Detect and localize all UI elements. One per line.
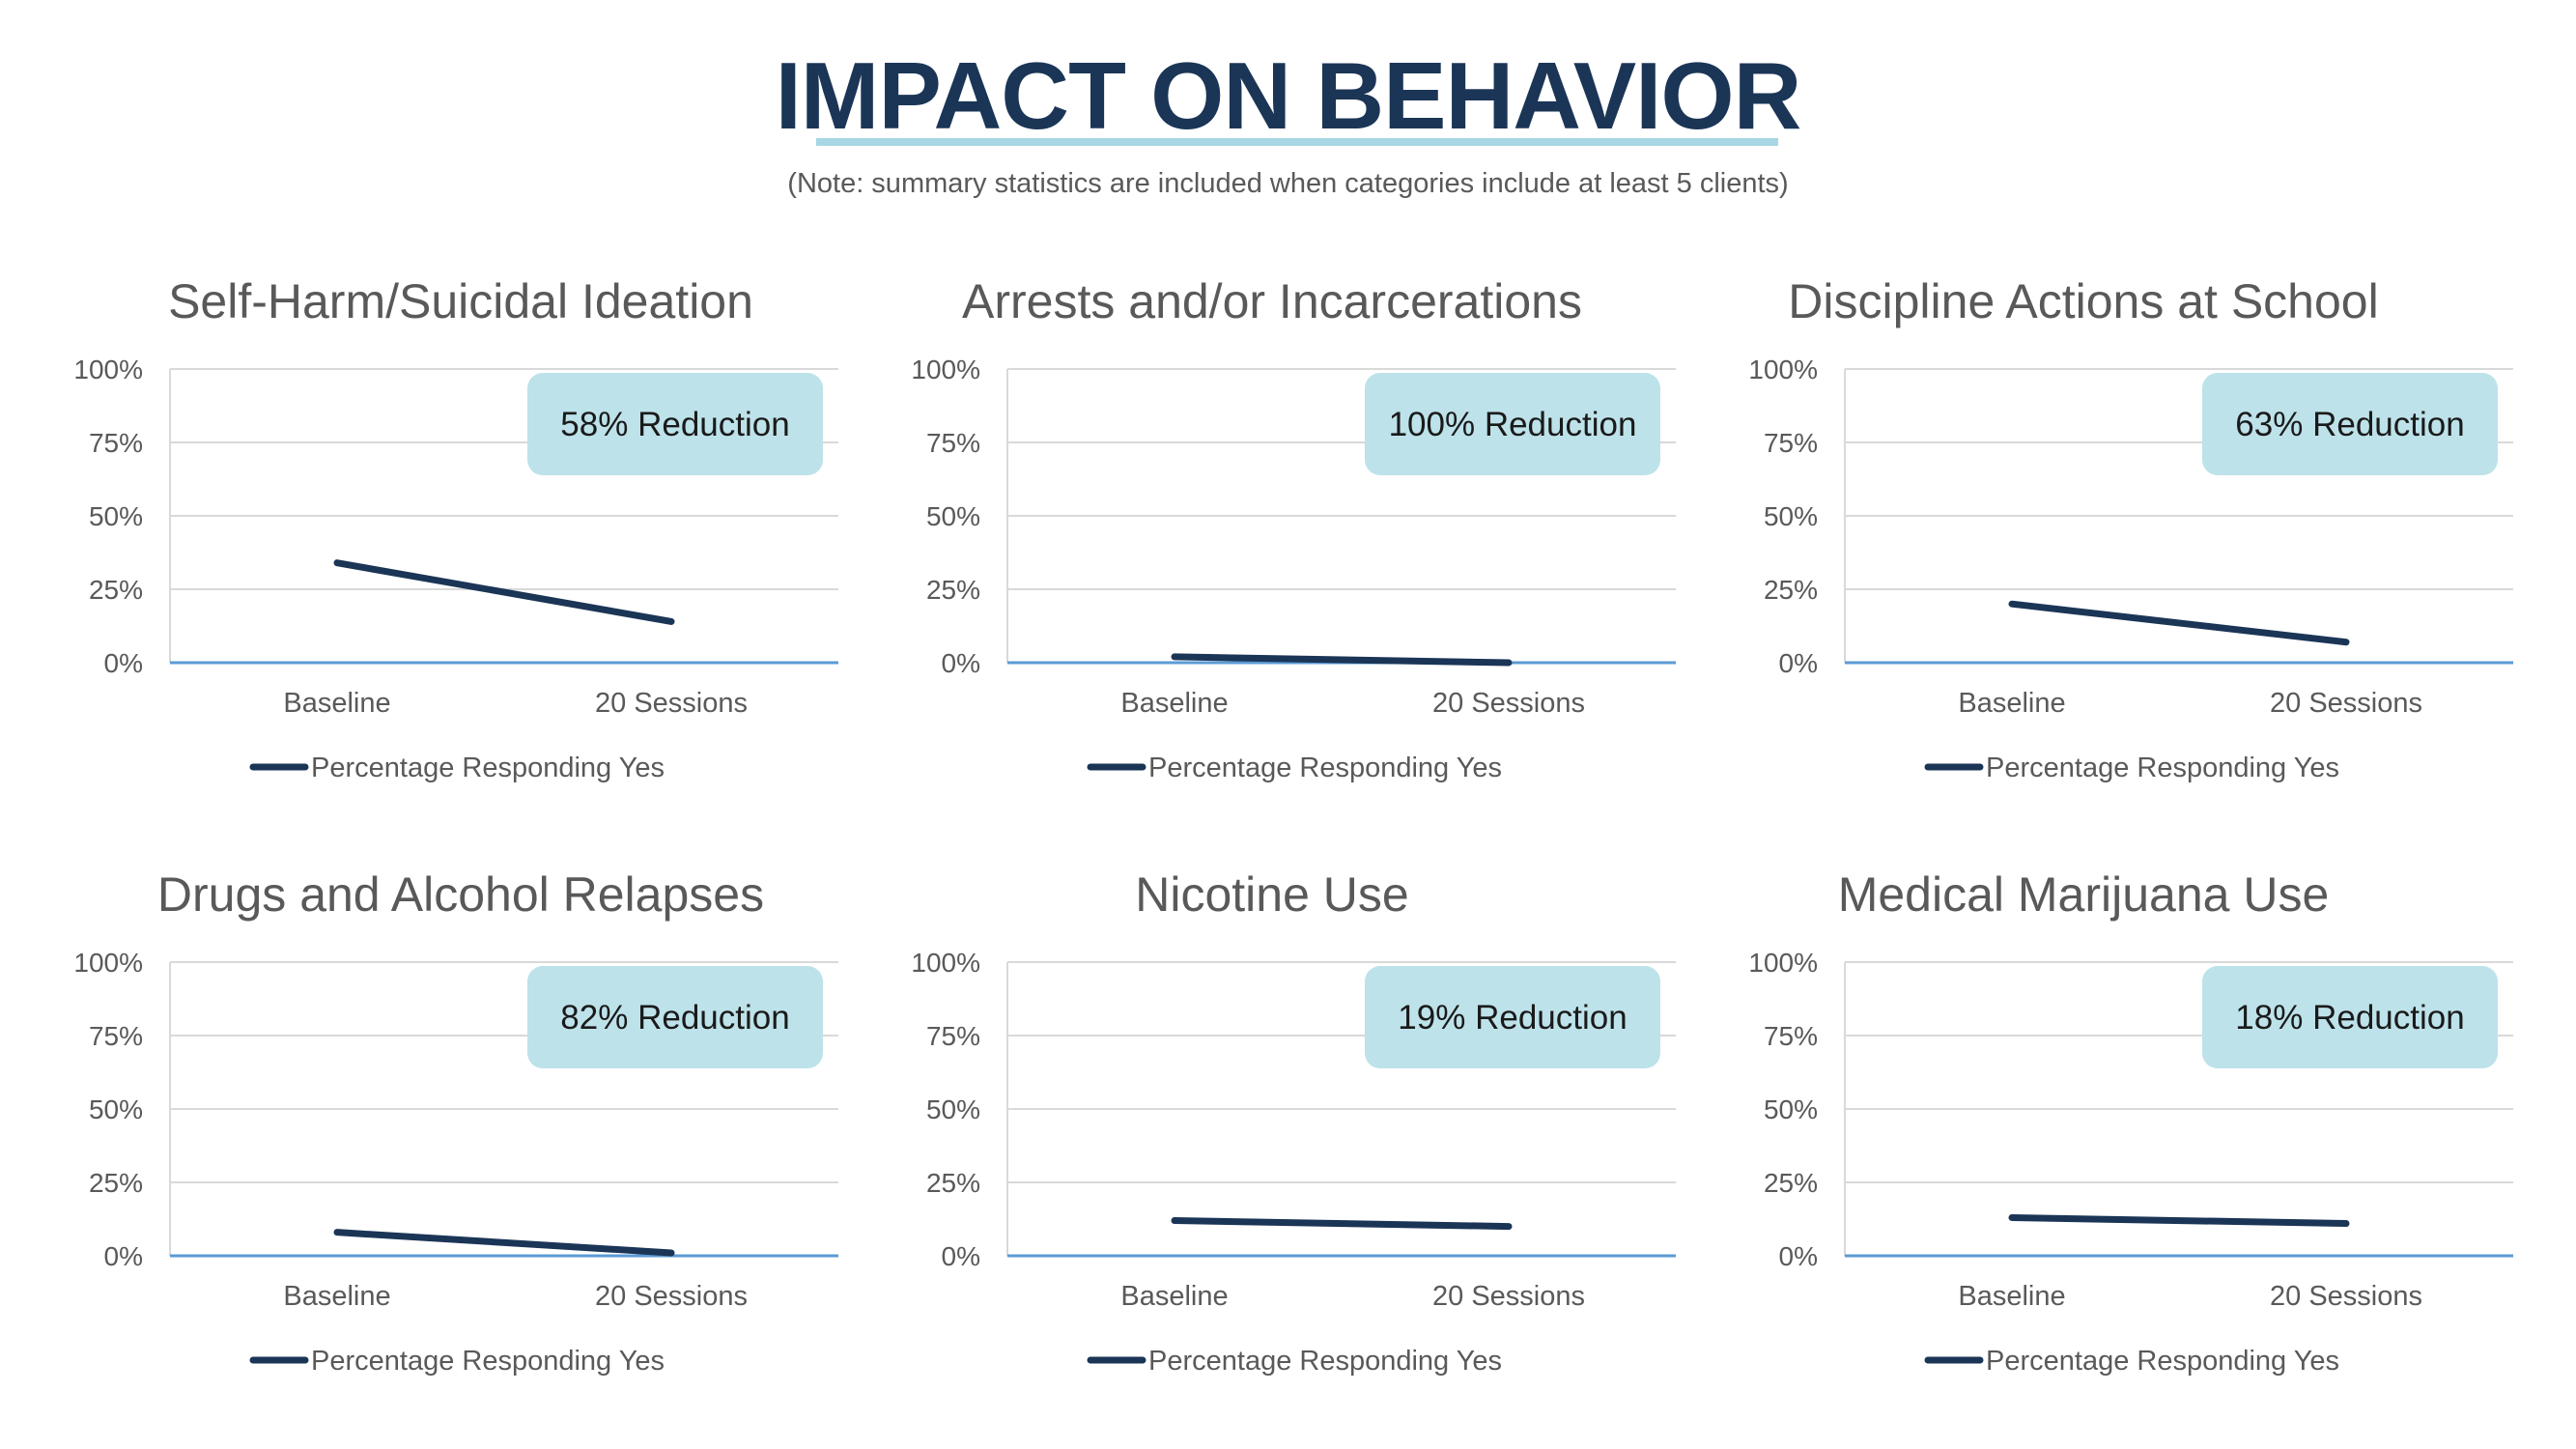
y-tick-label: 75% (1764, 1021, 1818, 1051)
y-tick-label: 100% (73, 948, 143, 978)
y-tick-label: 75% (926, 1021, 980, 1051)
chart-title: Discipline Actions at School (1788, 274, 2378, 328)
y-tick-label: 25% (1764, 575, 1818, 605)
title-underline (816, 138, 1778, 146)
y-tick-label: 0% (104, 1241, 143, 1271)
chart-panel: Self-Harm/Suicidal Ideation 100% 75% 50% 25%… (73, 274, 838, 783)
reduction-badge (1365, 373, 1660, 475)
y-tick-label: 0% (942, 648, 980, 678)
reduction-badge (1365, 966, 1660, 1068)
legend-label: Percentage Responding Yes (311, 1346, 665, 1377)
x-tick-label: 20 Sessions (1432, 1281, 1585, 1312)
reduction-label: 100% Reduction (1389, 406, 1637, 443)
y-tick-label: 75% (89, 428, 143, 458)
chart-title: Self-Harm/Suicidal Ideation (168, 274, 753, 328)
y-tick-label: 25% (926, 1168, 980, 1198)
y-tick-label: 0% (104, 648, 143, 678)
chart-title: Drugs and Alcohol Relapses (157, 867, 764, 922)
legend-label: Percentage Responding Yes (1148, 753, 1502, 783)
y-tick-label: 50% (926, 1094, 980, 1124)
reduction-label: 19% Reduction (1398, 999, 1627, 1037)
reduction-label: 18% Reduction (2235, 999, 2464, 1037)
series-line (333, 559, 675, 625)
y-tick-label: 0% (1779, 648, 1818, 678)
x-tick-label: Baseline (1958, 688, 2065, 719)
y-tick-label: 100% (911, 355, 980, 384)
series-line (1171, 653, 1513, 667)
legend-label: Percentage Responding Yes (1148, 1346, 1502, 1377)
y-tick-label: 75% (1764, 428, 1818, 458)
x-tick-label: 20 Sessions (595, 1281, 748, 1312)
reduction-label: 63% Reduction (2235, 406, 2464, 443)
x-tick-label: Baseline (1120, 688, 1228, 719)
y-tick-label: 100% (911, 948, 980, 978)
x-tick-label: Baseline (283, 688, 390, 719)
y-tick-label: 100% (1748, 355, 1818, 384)
page-title: IMPACT ON BEHAVIOR (775, 43, 1802, 149)
reduction-badge (2202, 966, 2498, 1068)
y-tick-label: 50% (89, 501, 143, 531)
reduction-label: 58% Reduction (560, 406, 789, 443)
x-tick-label: 20 Sessions (2270, 1281, 2422, 1312)
y-tick-label: 100% (1748, 948, 1818, 978)
y-tick-label: 75% (926, 428, 980, 458)
y-tick-label: 25% (89, 575, 143, 605)
y-tick-label: 0% (1779, 1241, 1818, 1271)
y-tick-label: 0% (942, 1241, 980, 1271)
series-line (333, 1229, 675, 1257)
y-tick-label: 50% (1764, 1094, 1818, 1124)
chart-title: Arrests and/or Incarcerations (962, 274, 1582, 328)
x-tick-label: 20 Sessions (1432, 688, 1585, 719)
y-tick-label: 50% (1764, 501, 1818, 531)
y-tick-label: 100% (73, 355, 143, 384)
chart-panel: Arrests and/or Incarcerations 100% 75% 50% 2… (911, 274, 1676, 783)
x-tick-label: 20 Sessions (2270, 688, 2422, 719)
series-line (2008, 1213, 2350, 1228)
series-line (2008, 600, 2350, 646)
chart-panel: Discipline Actions at School 100% 75% 50% 25… (1748, 274, 2513, 783)
reduction-badge (2202, 373, 2498, 475)
y-tick-label: 25% (89, 1168, 143, 1198)
page-note: (Note: summary statistics are included w… (787, 168, 1789, 199)
series-line (1171, 1217, 1513, 1231)
reduction-label: 82% Reduction (560, 999, 789, 1037)
chart-panel: Drugs and Alcohol Relapses 100% 75% 50% 25% 0… (73, 867, 838, 1377)
legend-label: Percentage Responding Yes (1986, 753, 2339, 783)
chart-title: Medical Marijuana Use (1838, 867, 2330, 922)
reduction-badge (527, 373, 823, 475)
legend-label: Percentage Responding Yes (311, 753, 665, 783)
x-tick-label: Baseline (283, 1281, 390, 1312)
legend-label: Percentage Responding Yes (1986, 1346, 2339, 1377)
reduction-badge (527, 966, 823, 1068)
y-tick-label: 50% (926, 501, 980, 531)
x-tick-label: Baseline (1120, 1281, 1228, 1312)
x-tick-label: 20 Sessions (595, 688, 748, 719)
y-tick-label: 25% (926, 575, 980, 605)
y-tick-label: 50% (89, 1094, 143, 1124)
chart-panel: Medical Marijuana Use 100% 75% 50% 25% 0% Base… (1748, 867, 2513, 1377)
y-tick-label: 75% (89, 1021, 143, 1051)
chart-panel: Nicotine Use 100% 75% 50% 25% 0% Baseline 20 Se… (911, 867, 1676, 1377)
x-tick-label: Baseline (1958, 1281, 2065, 1312)
y-tick-label: 25% (1764, 1168, 1818, 1198)
chart-title: Nicotine Use (1135, 867, 1408, 922)
